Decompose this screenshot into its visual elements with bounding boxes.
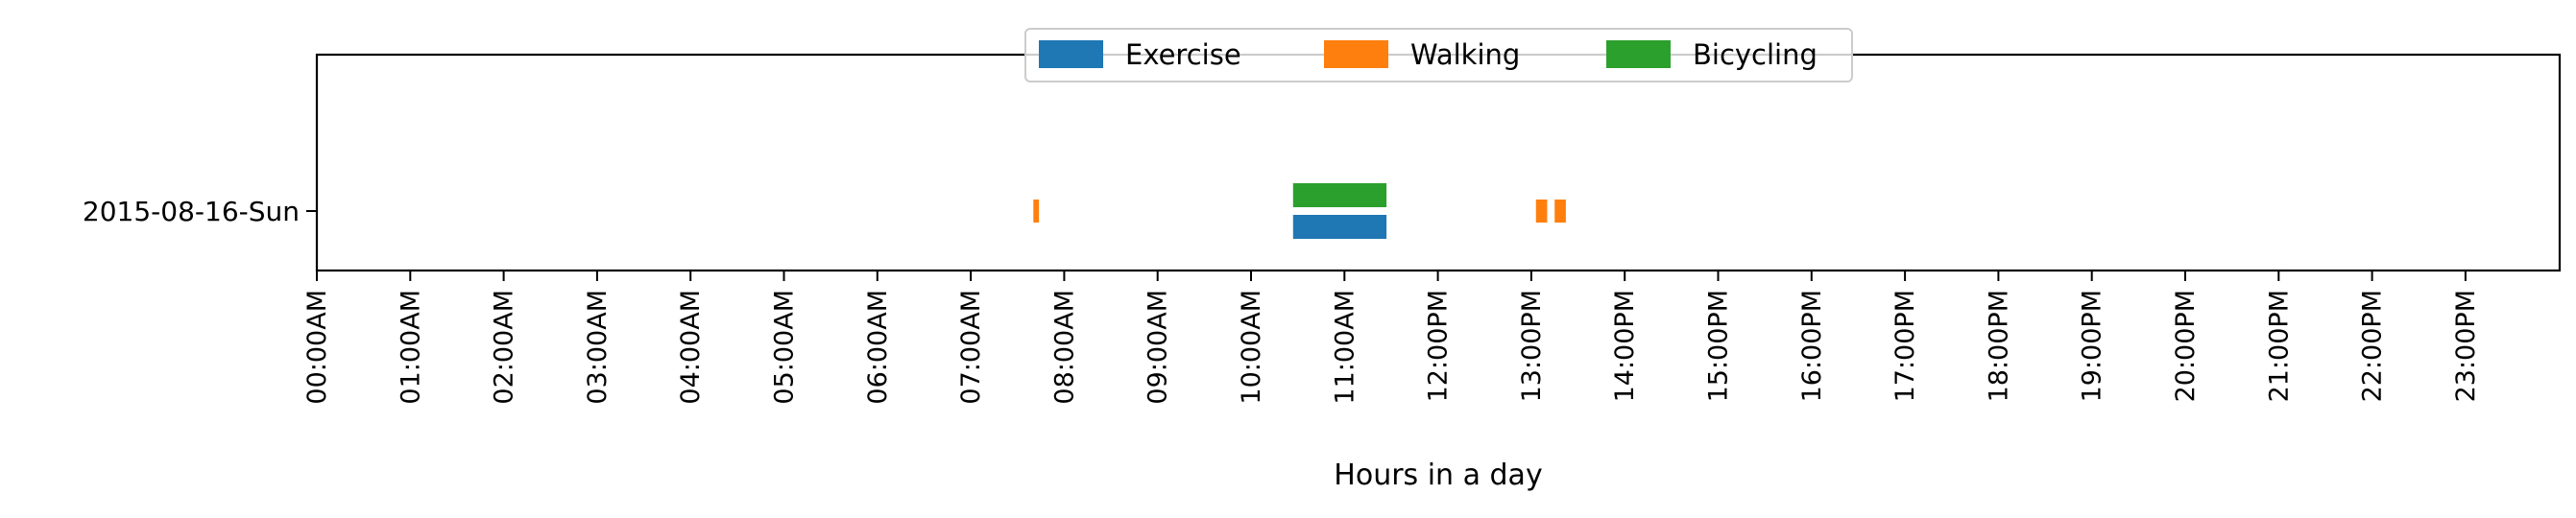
x-tick-label: 05:00AM — [770, 290, 800, 405]
bar-walking-1 — [1033, 200, 1040, 223]
plot-frame — [315, 53, 2562, 272]
x-tick-label: 20:00PM — [2171, 290, 2201, 402]
x-tick-label: 00:00AM — [302, 290, 332, 405]
legend-label-walking: Walking — [1410, 38, 1520, 71]
x-tick-label: 16:00PM — [1797, 290, 1827, 402]
legend-label-bicycling: Bicycling — [1693, 38, 1818, 71]
x-axis: 00:00AM 01:00AM 02:00AM 03:00AM 04:00AM 05:00… — [302, 271, 2481, 405]
bar-walking-3 — [1554, 200, 1566, 223]
x-tick-label: 22:00PM — [2358, 290, 2388, 402]
x-tick-label: 04:00AM — [676, 290, 706, 405]
x-tick-label: 10:00AM — [1237, 290, 1266, 405]
x-tick-label: 03:00AM — [583, 290, 613, 405]
x-tick-label: 21:00PM — [2264, 290, 2294, 402]
x-tick-label: 14:00PM — [1610, 290, 1640, 402]
y-axis: 2015-08-16-Sun — [83, 196, 317, 227]
x-tick-label: 08:00AM — [1049, 290, 1079, 405]
x-tick-label: 12:00PM — [1424, 290, 1454, 402]
x-axis-title: Hours in a day — [1334, 459, 1542, 492]
legend-swatch-bicycling — [1606, 40, 1671, 68]
x-tick-label: 06:00AM — [863, 290, 893, 405]
x-tick-label: 02:00AM — [490, 290, 519, 405]
bar-bicycling-1 — [1292, 183, 1387, 207]
bars-layer — [1033, 183, 1566, 239]
legend-swatch-walking — [1324, 40, 1388, 68]
legend-swatch-exercise — [1039, 40, 1103, 68]
x-tick-label: 09:00AM — [1144, 290, 1173, 405]
x-tick-label: 19:00PM — [2078, 290, 2107, 402]
x-tick-label: 11:00AM — [1330, 290, 1360, 405]
x-tick-label: 01:00AM — [396, 290, 425, 405]
bar-exercise-1 — [1292, 215, 1387, 239]
legend-label-exercise: Exercise — [1125, 38, 1241, 71]
x-tick-label: 18:00PM — [1984, 290, 2013, 402]
x-tick-label: 23:00PM — [2451, 290, 2481, 402]
x-tick-label: 13:00PM — [1517, 290, 1547, 402]
x-tick-label: 17:00PM — [1890, 290, 1920, 402]
x-tick-label: 07:00AM — [956, 290, 986, 405]
x-tick-label: 15:00PM — [1704, 290, 1734, 402]
legend: Exercise Walking Bicycling — [1024, 28, 1853, 82]
y-tick-label: 2015-08-16-Sun — [83, 196, 300, 227]
bar-walking-2 — [1535, 200, 1548, 223]
